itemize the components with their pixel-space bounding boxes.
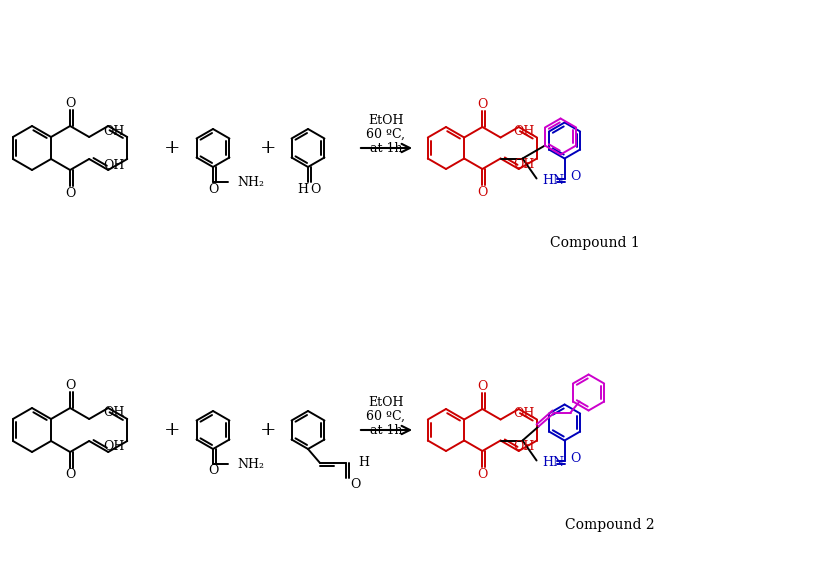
Text: 60 ºC,: 60 ºC, (366, 127, 405, 140)
Text: OH: OH (103, 124, 124, 137)
Text: HN: HN (542, 174, 564, 187)
Text: O: O (476, 97, 487, 110)
Text: +: + (260, 139, 276, 157)
Text: OH: OH (513, 125, 534, 138)
Text: H: H (297, 183, 308, 195)
Text: O: O (65, 187, 75, 200)
Text: O: O (208, 464, 218, 477)
Text: O: O (65, 468, 75, 481)
Text: Compound 2: Compound 2 (565, 518, 654, 532)
Text: +: + (164, 139, 180, 157)
Text: EtOH: EtOH (368, 396, 404, 409)
Text: H: H (358, 457, 369, 470)
Text: NH₂: NH₂ (237, 457, 264, 471)
Text: O: O (476, 380, 487, 393)
Text: O: O (476, 185, 487, 198)
Text: Compound 1: Compound 1 (549, 236, 639, 250)
Text: OH: OH (103, 440, 124, 454)
Text: OH: OH (513, 158, 534, 171)
Text: 60 ºC,: 60 ºC, (366, 410, 405, 423)
Text: O: O (65, 379, 75, 392)
Text: O: O (570, 170, 581, 183)
Text: O: O (476, 467, 487, 481)
Text: O: O (65, 96, 75, 110)
Text: OH: OH (103, 158, 124, 171)
Text: O: O (349, 478, 360, 491)
Text: O: O (309, 183, 320, 195)
Text: O: O (570, 452, 581, 465)
Text: +: + (260, 421, 276, 439)
Text: O: O (208, 183, 218, 195)
Text: HN: HN (542, 456, 564, 469)
Text: NH₂: NH₂ (237, 176, 264, 188)
Text: EtOH: EtOH (368, 113, 404, 127)
Text: at 1h: at 1h (370, 423, 402, 437)
Text: OH: OH (103, 407, 124, 420)
Text: OH: OH (513, 407, 534, 420)
Text: OH: OH (513, 440, 534, 453)
Text: +: + (164, 421, 180, 439)
Text: at 1h: at 1h (370, 141, 402, 154)
